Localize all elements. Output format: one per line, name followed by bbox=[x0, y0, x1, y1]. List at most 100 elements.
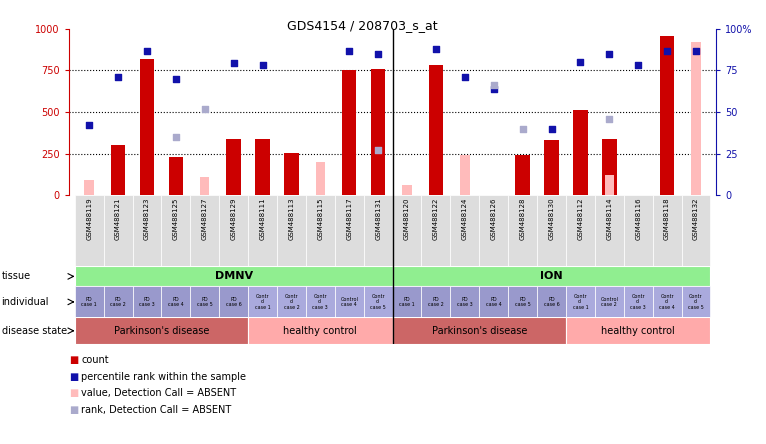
Bar bbox=[335, 286, 364, 317]
Bar bbox=[595, 195, 624, 266]
Bar bbox=[371, 69, 385, 195]
Text: GDS4154 / 208703_s_at: GDS4154 / 208703_s_at bbox=[286, 19, 437, 32]
Text: PD
case 5: PD case 5 bbox=[197, 297, 213, 307]
Point bbox=[198, 105, 211, 112]
Point bbox=[603, 115, 615, 122]
Point bbox=[372, 146, 385, 153]
Text: GSM488120: GSM488120 bbox=[404, 198, 410, 240]
Bar bbox=[133, 195, 162, 266]
Bar bbox=[335, 195, 364, 266]
Text: PD
case 2: PD case 2 bbox=[428, 297, 444, 307]
Bar bbox=[284, 153, 299, 195]
Text: GSM488114: GSM488114 bbox=[607, 198, 612, 240]
Point bbox=[83, 122, 95, 129]
Bar bbox=[190, 286, 219, 317]
Bar bbox=[75, 317, 248, 344]
Bar bbox=[169, 157, 183, 195]
Text: Contr
ol
case 1: Contr ol case 1 bbox=[254, 293, 270, 310]
Point bbox=[632, 62, 644, 69]
Text: Contr
ol
case 5: Contr ol case 5 bbox=[370, 293, 386, 310]
Bar bbox=[364, 195, 392, 266]
Text: GSM488122: GSM488122 bbox=[433, 198, 439, 240]
Text: GSM488124: GSM488124 bbox=[462, 198, 468, 240]
Bar bbox=[566, 317, 710, 344]
Text: GSM488127: GSM488127 bbox=[201, 198, 208, 240]
Bar bbox=[75, 286, 103, 317]
Bar bbox=[227, 139, 241, 195]
Text: GSM488115: GSM488115 bbox=[317, 198, 323, 240]
Bar bbox=[219, 286, 248, 317]
Bar bbox=[604, 175, 614, 195]
Text: GSM488128: GSM488128 bbox=[519, 198, 525, 240]
Text: GSM488112: GSM488112 bbox=[578, 198, 584, 240]
Point bbox=[112, 74, 124, 81]
Bar bbox=[421, 286, 450, 317]
Text: Contr
ol
case 4: Contr ol case 4 bbox=[660, 293, 675, 310]
Bar bbox=[402, 186, 411, 195]
Bar bbox=[537, 286, 566, 317]
Bar bbox=[392, 266, 710, 286]
Text: ■: ■ bbox=[69, 372, 78, 381]
Text: percentile rank within the sample: percentile rank within the sample bbox=[81, 372, 246, 381]
Bar bbox=[162, 286, 190, 317]
Bar bbox=[653, 195, 682, 266]
Text: PD
case 3: PD case 3 bbox=[139, 297, 155, 307]
Point bbox=[257, 62, 269, 69]
Text: Contr
ol
case 2: Contr ol case 2 bbox=[283, 293, 300, 310]
Point bbox=[141, 47, 153, 54]
Point bbox=[690, 47, 702, 54]
Text: PD
case 6: PD case 6 bbox=[226, 297, 241, 307]
Bar bbox=[364, 286, 392, 317]
Bar bbox=[392, 317, 566, 344]
Bar bbox=[200, 177, 209, 195]
Text: healthy control: healthy control bbox=[283, 326, 357, 336]
Point bbox=[545, 125, 558, 132]
Bar bbox=[450, 286, 480, 317]
Bar bbox=[460, 155, 470, 195]
Text: PD
case 5: PD case 5 bbox=[515, 297, 531, 307]
Text: Parkinson's disease: Parkinson's disease bbox=[431, 326, 527, 336]
Point bbox=[170, 75, 182, 83]
Bar bbox=[516, 155, 530, 195]
Bar bbox=[248, 317, 392, 344]
Bar bbox=[162, 195, 190, 266]
Bar bbox=[566, 195, 595, 266]
Point bbox=[516, 125, 529, 132]
Text: ■: ■ bbox=[69, 355, 78, 365]
Bar bbox=[316, 162, 325, 195]
Text: Parkinson's disease: Parkinson's disease bbox=[113, 326, 209, 336]
Bar bbox=[392, 286, 421, 317]
Bar bbox=[103, 286, 133, 317]
Point bbox=[574, 59, 587, 66]
Bar bbox=[392, 195, 421, 266]
Text: PD
case 1: PD case 1 bbox=[399, 297, 415, 307]
Point bbox=[372, 50, 385, 57]
Text: DMNV: DMNV bbox=[214, 271, 253, 281]
Bar bbox=[508, 286, 537, 317]
Bar bbox=[342, 71, 356, 195]
Bar bbox=[624, 195, 653, 266]
Point bbox=[488, 85, 500, 92]
Text: GSM488123: GSM488123 bbox=[144, 198, 150, 240]
Bar bbox=[248, 195, 277, 266]
Text: GSM488119: GSM488119 bbox=[86, 198, 92, 240]
Text: GSM488125: GSM488125 bbox=[173, 198, 178, 240]
Text: Contr
ol
case 5: Contr ol case 5 bbox=[688, 293, 704, 310]
Bar bbox=[545, 140, 558, 195]
Bar bbox=[75, 195, 103, 266]
Bar bbox=[84, 180, 94, 195]
Point bbox=[459, 74, 471, 81]
Point bbox=[603, 50, 615, 57]
Text: ■: ■ bbox=[69, 405, 78, 415]
Bar bbox=[602, 139, 617, 195]
Text: Control
case 2: Control case 2 bbox=[601, 297, 618, 307]
Bar bbox=[111, 145, 126, 195]
Bar bbox=[566, 286, 595, 317]
Text: Contr
ol
case 1: Contr ol case 1 bbox=[572, 293, 588, 310]
Bar bbox=[75, 266, 392, 286]
Bar bbox=[573, 111, 588, 195]
Bar bbox=[508, 195, 537, 266]
Text: GSM488126: GSM488126 bbox=[491, 198, 496, 240]
Point bbox=[430, 45, 442, 52]
Text: PD
case 4: PD case 4 bbox=[168, 297, 184, 307]
